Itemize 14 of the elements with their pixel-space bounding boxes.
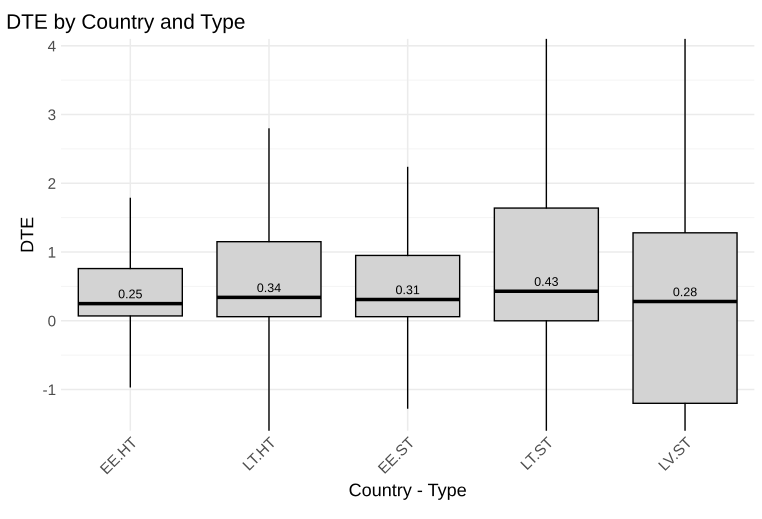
y-tick-label: -1 bbox=[43, 384, 56, 396]
y-tick-label: 1 bbox=[48, 247, 56, 258]
y-axis-title: DTE bbox=[20, 218, 34, 252]
text: 0.43 bbox=[534, 277, 558, 286]
text: 0.34 bbox=[257, 283, 281, 292]
text: 0.31 bbox=[396, 285, 420, 294]
y-tick-label: 3 bbox=[48, 109, 56, 120]
text: 0.25 bbox=[118, 290, 142, 298]
y-tick-label: 0 bbox=[48, 316, 56, 326]
x-axis-title: Country - Type bbox=[350, 484, 466, 500]
y-tick-label: 4 bbox=[48, 40, 56, 52]
text: 0.28 bbox=[673, 287, 697, 296]
chart-title: DTE by Country and Type bbox=[8, 14, 245, 34]
y-tick-label: 2 bbox=[48, 178, 56, 189]
